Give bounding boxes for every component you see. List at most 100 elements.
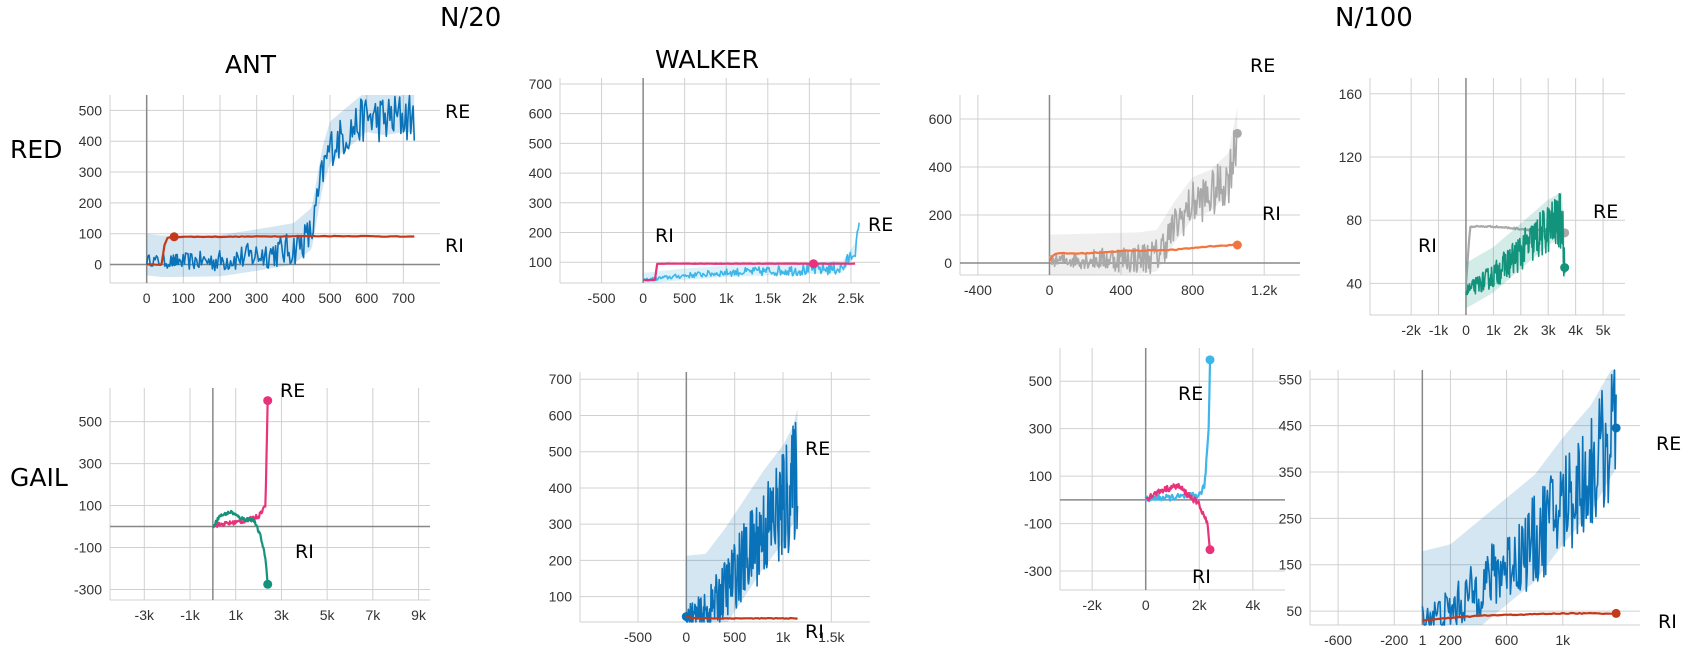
y-tick-label: 80 [1346, 212, 1362, 228]
y-tick-label: -100 [74, 540, 102, 556]
annotation-re: RE [1178, 383, 1203, 405]
annotation-re: RE [805, 438, 830, 460]
series-marker-re [263, 396, 273, 406]
y-tick-label: 200 [929, 207, 953, 223]
x-tick-label: 0 [1462, 322, 1470, 338]
y-tick-label: 300 [79, 164, 103, 180]
series-line-re [642, 222, 860, 282]
header-n100: N/100 [1335, 3, 1413, 33]
chart-ant-red: 0 100 200 300 400 500 600 700 0 100 200 300 400 500 RE… [79, 94, 470, 306]
series-band-re [643, 219, 860, 283]
y-tick-label: 600 [929, 111, 953, 127]
x-tick-label: 3k [274, 607, 290, 623]
x-tick-label: 1.5k [755, 290, 782, 306]
chart-ant-gail: -3k -1k 1k 3k 5k 7k 9k 500 300 100 -100 -300 RE RI [74, 380, 430, 623]
series-marker-ri [169, 232, 179, 242]
y-tick-label: -300 [74, 582, 102, 598]
x-tick-label: 700 [392, 290, 416, 306]
annotation-ri: RI [655, 225, 674, 247]
x-tick-label: -600 [1324, 632, 1352, 648]
annotation-ri: RI [805, 621, 824, 643]
x-tick-label: 5k [320, 607, 336, 623]
x-tick-label: 500 [673, 290, 697, 306]
y-tick-label: 500 [79, 102, 103, 118]
y-tick-label: 160 [1339, 86, 1363, 102]
series-line-ri [1048, 243, 1238, 262]
series-line-re [212, 398, 269, 529]
series-marker-re [1205, 355, 1215, 365]
y-tick-label: 100 [549, 589, 573, 605]
x-tick-label: 7k [365, 607, 381, 623]
y-tick-label: 100 [79, 498, 103, 514]
series-line-ri [212, 509, 269, 586]
x-tick-label: 100 [172, 290, 196, 306]
y-tick-label: 500 [79, 414, 103, 430]
column-label-walker: WALKER [655, 45, 759, 74]
y-tick-label: 50 [1286, 603, 1302, 619]
annotation-ri: RI [1262, 203, 1281, 225]
y-tick-label: 200 [549, 552, 573, 568]
x-tick-label: -3k [135, 607, 155, 623]
chart-n100-gail-1: -2k 0 2k 4k 500 300 100 -100 -300 RE RI [1024, 348, 1285, 613]
y-tick-label: 400 [929, 159, 953, 175]
y-tick-label: 0 [944, 255, 952, 271]
x-tick-label: 500 [318, 290, 342, 306]
x-tick-label: 1.5k [818, 629, 845, 645]
series-band-re [686, 409, 798, 622]
x-tick-label: 1k [776, 629, 792, 645]
x-tick-label: -200 [1380, 632, 1408, 648]
x-tick-label: 0 [1142, 597, 1150, 613]
annotation-re: RE [868, 214, 893, 236]
y-tick-label: 400 [549, 480, 573, 496]
series-band-re [1422, 370, 1617, 625]
y-tick-label: 100 [529, 254, 553, 270]
annotation-re: RE [1593, 201, 1618, 223]
y-tick-label: 600 [549, 407, 573, 423]
x-tick-label: 1k [1486, 322, 1502, 338]
x-tick-label: 600 [355, 290, 379, 306]
y-tick-label: 40 [1346, 275, 1362, 291]
y-tick-label: 300 [79, 456, 103, 472]
x-tick-label: 0 [1046, 282, 1054, 298]
y-tick-label: 550 [1279, 371, 1303, 387]
y-tick-label: 600 [529, 106, 553, 122]
x-tick-label: 400 [282, 290, 306, 306]
series-line-ri [685, 615, 798, 620]
x-tick-label: 0 [143, 290, 151, 306]
y-tick-label: 300 [549, 516, 573, 532]
series-marker-re [1232, 128, 1242, 138]
chart-n100-red-2: -2k -1k 0 1k 2k 3k 4k 5k 40 80 120 160 RI RE [1339, 78, 1625, 338]
series-marker-re [1611, 423, 1621, 433]
x-tick-label: 4k [1568, 322, 1584, 338]
x-tick-label: 200 [208, 290, 232, 306]
chart-n100-gail-2: -600 -200 200 600 1k 1 550 450 350 250 150 50 RE RI [1279, 369, 1681, 648]
series-line-ri [146, 234, 415, 266]
series-line-re [1465, 193, 1566, 296]
x-tick-label: 2k [802, 290, 818, 306]
y-tick-label: 500 [529, 135, 553, 151]
series-marker-re [169, 256, 179, 266]
annotation-re: RE [280, 380, 305, 402]
annotation-ri: RI [1418, 235, 1437, 257]
x-tick-label: 800 [1181, 282, 1205, 298]
x-tick-label: 1.2k [1251, 282, 1278, 298]
series-line-re [685, 421, 799, 623]
x-tick-label: 0 [682, 629, 690, 645]
y-tick-label: 200 [529, 224, 553, 240]
y-tick-label: -300 [1024, 563, 1052, 579]
series-marker-ri [1611, 608, 1621, 618]
chart-n100-red-1: -400 0 400 800 1.2k 0 200 400 600 RE RI [929, 55, 1300, 298]
y-tick-label: 300 [529, 195, 553, 211]
series-band-re [146, 95, 415, 277]
y-tick-label: 700 [549, 371, 573, 387]
x-tick-label: -1k [1429, 322, 1449, 338]
x-tick-label: -500 [588, 290, 616, 306]
series-line-re [1048, 130, 1239, 275]
series-marker-ri [809, 259, 819, 269]
series-line-ri [1145, 482, 1212, 549]
x-tick-label: 5k [1596, 322, 1612, 338]
y-tick-label: 400 [529, 165, 553, 181]
x-tick-label: -400 [964, 282, 992, 298]
chart-walker-red: -500 0 500 1k 1.5k 2k 2.5k 100 200 300 400 500 600 70… [529, 76, 894, 306]
